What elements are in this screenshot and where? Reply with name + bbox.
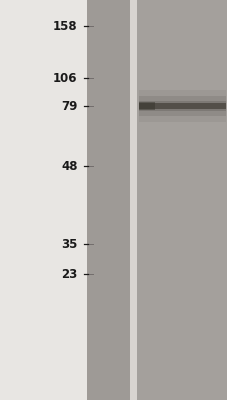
- Text: 79: 79: [61, 100, 77, 112]
- Text: 158: 158: [53, 20, 77, 32]
- Bar: [138, 96, 225, 116]
- Bar: [129, 0, 136, 400]
- Text: 48: 48: [61, 160, 77, 172]
- Bar: [138, 101, 225, 111]
- Text: 35: 35: [61, 238, 77, 250]
- Bar: [86, 0, 129, 400]
- Bar: [136, 0, 227, 400]
- Bar: [138, 102, 154, 110]
- Bar: [138, 103, 225, 109]
- Text: 106: 106: [53, 72, 77, 84]
- Bar: [138, 90, 225, 122]
- Bar: [0, 0, 86, 400]
- Text: 23: 23: [61, 268, 77, 280]
